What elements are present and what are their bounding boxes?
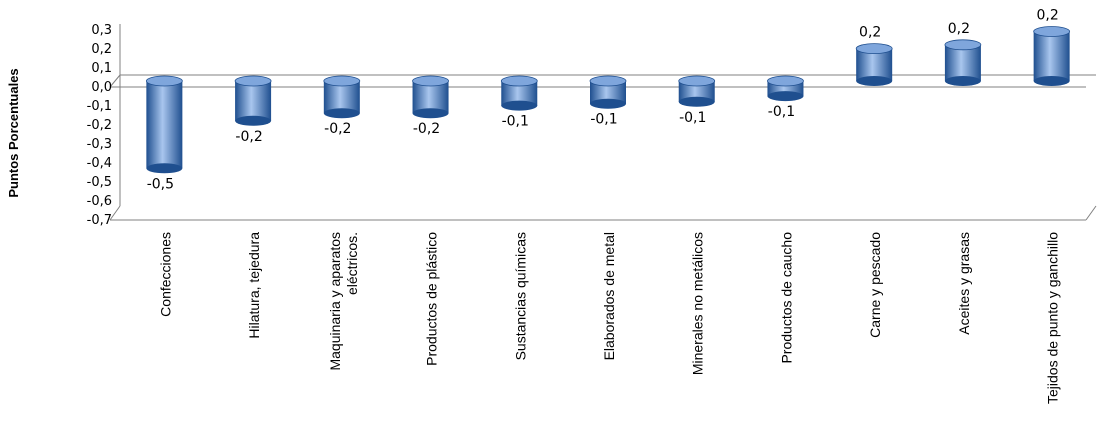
y-tick-label: -0,2 <box>87 118 112 133</box>
bar-bottom-cap <box>767 91 804 102</box>
category-label: Elaborados de metal <box>601 232 617 360</box>
data-label: -0,1 <box>679 110 706 126</box>
y-tick-label: -0,4 <box>87 156 112 171</box>
bar-bottom-cap <box>944 76 981 86</box>
category-labels: Confecciones Hilatura, tejedura Maquinaria… <box>157 232 1060 404</box>
y-tick-label: -0,6 <box>87 194 112 209</box>
bar-top-cap <box>500 75 538 87</box>
bar-top-cap <box>855 43 893 54</box>
category-label: Tejidos de punto y ganchillo <box>1045 232 1061 404</box>
bar-body <box>235 81 272 121</box>
category-label: Sustancias químicas <box>512 232 528 360</box>
data-label: 0,2 <box>1037 8 1059 24</box>
category-label: Carne y pescado <box>867 232 883 338</box>
bar-bottom-cap <box>590 98 626 109</box>
category-label: Maquinaria y aparatoseléctricos. <box>327 232 360 371</box>
y-tick-label: 0,0 <box>91 80 112 95</box>
bar <box>944 39 982 86</box>
y-axis-label: Puntos Porcentuales <box>6 68 21 197</box>
bar <box>145 75 183 174</box>
bar-body <box>856 48 893 81</box>
data-label: -0,1 <box>502 114 529 130</box>
y-tick-label: 0,3 <box>91 23 112 38</box>
y-tick-label: -0,1 <box>87 99 112 114</box>
category-label: Aceites y grasas <box>956 232 972 335</box>
data-labels: -0,5 -0,2 -0,2 -0,2 -0,1 -0,1 -0,1 -0,1 0,2 0,2 0,… <box>147 8 1059 193</box>
bar <box>412 75 449 119</box>
bar-bottom-cap <box>323 108 360 119</box>
bar-top-cap <box>412 75 449 87</box>
y-tick-label: 0,1 <box>91 61 112 76</box>
bars <box>145 26 1071 174</box>
y-tick-label: -0,5 <box>87 175 112 190</box>
bar-top-cap <box>1033 26 1071 37</box>
bar-top-cap <box>767 75 804 87</box>
data-label: -0,2 <box>235 129 262 145</box>
data-label: -0,1 <box>590 112 617 128</box>
data-label: 0,2 <box>859 25 881 41</box>
category-label: Confecciones <box>157 232 173 317</box>
floor-right-edge <box>1085 205 1097 221</box>
floor-left-edge <box>109 205 121 221</box>
bar <box>589 75 627 109</box>
bar-bottom-cap <box>678 96 715 107</box>
bar <box>323 75 361 119</box>
bar-top-cap <box>234 75 272 87</box>
bar-body <box>678 81 715 102</box>
bar-bottom-cap <box>235 115 272 126</box>
bar-body <box>1033 31 1070 81</box>
category-label: Hilatura, tejedura <box>246 232 262 339</box>
bar <box>1033 26 1071 86</box>
bar <box>678 75 716 107</box>
category-label: Productos de caucho <box>778 232 794 364</box>
bar <box>767 75 804 102</box>
zero-plane-left <box>109 74 121 88</box>
data-label: 0,2 <box>948 21 970 37</box>
bar-bottom-cap <box>412 108 449 119</box>
data-label: -0,5 <box>147 176 174 192</box>
bar-bottom-cap <box>856 76 893 86</box>
bar-bottom-cap <box>146 163 183 174</box>
bar-top-cap <box>678 75 716 87</box>
bar-bottom-cap <box>1033 76 1070 86</box>
data-label: -0,1 <box>768 104 795 120</box>
bar <box>234 75 272 126</box>
bar-top-cap <box>145 75 183 87</box>
y-tick-labels: -0,7 -0,6 -0,5 -0,4 -0,3 -0,2 -0,1 0,0 0,1 0,2 0,3 <box>87 23 112 228</box>
category-label: Productos de plástico <box>424 232 440 366</box>
bar <box>500 75 538 111</box>
bar-top-cap <box>589 75 627 87</box>
category-label: Minerales no metálicos <box>690 232 706 375</box>
bar <box>855 43 893 86</box>
bar-body <box>944 44 981 81</box>
bar-body <box>590 81 626 104</box>
y-tick-label: -0,3 <box>87 137 112 152</box>
bar-bottom-cap <box>501 100 538 111</box>
bar-body <box>146 81 183 169</box>
data-label: -0,2 <box>413 121 440 137</box>
bar-top-cap <box>944 39 982 51</box>
y-tick-label: -0,7 <box>87 213 112 228</box>
bar-top-cap <box>323 75 361 87</box>
y-tick-label: 0,2 <box>91 42 112 57</box>
data-label: -0,2 <box>324 121 351 137</box>
